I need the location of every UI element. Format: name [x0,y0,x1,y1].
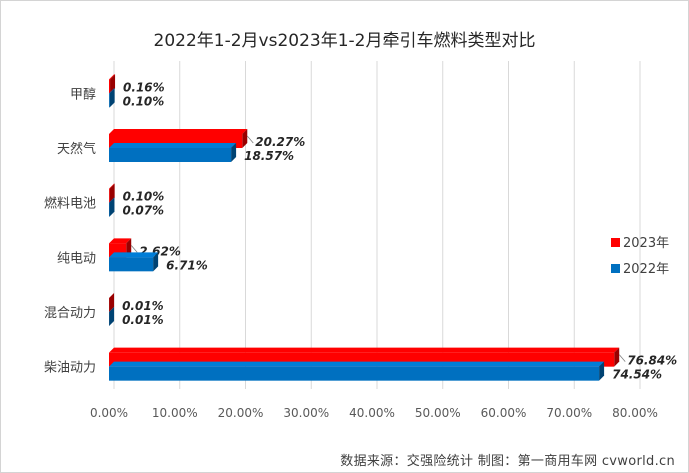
bar-side-face [109,183,115,203]
legend-label-2023: 2023年 [623,236,670,251]
bar [109,148,232,162]
data-label: 0.07% [122,204,164,218]
bar-side-face [599,361,605,381]
x-tick-label: 10.00% [152,406,198,420]
x-tick-label: 30.00% [283,406,329,420]
x-tick-label: 0.00% [90,406,128,420]
bar-side-face [109,88,115,108]
x-tick-label: 50.00% [415,406,461,420]
leader-line [130,245,138,253]
bar-side-face [109,307,115,326]
legend-item-2022: 2022年 [611,258,669,277]
category-label: 纯电动 [57,251,96,266]
legend-label-2022: 2022年 [623,262,670,277]
data-label: 20.27% [255,135,305,149]
legend-swatch-2022 [611,264,620,273]
bar-side-face [153,252,159,272]
x-tick-label: 60.00% [481,406,527,420]
bar-top-face [109,74,116,80]
category-label: 混合动力 [44,306,96,321]
category-label: 甲醇 [70,86,96,102]
bar [109,79,111,94]
bar-top-face [109,252,159,258]
bar [109,366,600,381]
category-label: 柴油动力 [44,361,96,376]
data-label: 74.54% [612,368,662,382]
leader-line [618,354,626,362]
x-tick-label: 20.00% [218,406,264,420]
data-label: 0.01% [122,299,164,313]
source-note: 数据来源：交强险统计 制图：第一商用车网 cvworld.cn [340,454,675,469]
bar-top-face [109,347,620,353]
legend-swatch-2023 [611,238,620,247]
data-label: 6.71% [166,258,208,272]
bar-top-face [109,143,237,148]
bar [109,257,154,272]
bar-top-face [109,197,115,203]
category-label: 天然气 [57,141,96,157]
bar-top-face [109,361,605,367]
data-label: 18.57% [244,149,294,163]
bar-side-face [614,347,620,367]
bar-top-face [109,183,115,189]
bar-top-face [109,238,132,244]
data-label: 0.01% [122,313,164,327]
bar [109,93,110,108]
legend-item-2023: 2023年 [611,232,669,251]
leader-line [246,135,254,144]
bar-top-face [109,293,115,298]
data-label: 0.10% [123,94,165,108]
x-tick-label: 80.00% [612,406,658,420]
bar-top-face [109,129,248,134]
category-label: 燃料电池 [44,196,96,212]
bar-side-face [109,197,115,217]
bar-top-face [109,88,115,94]
bar-side-face [242,129,248,148]
bar-top-face [109,307,115,312]
data-label: 76.84% [627,354,677,368]
data-label: 0.10% [123,190,165,204]
bar-side-face [231,143,237,162]
data-label: 0.16% [123,80,165,94]
bar-side-face [109,293,115,312]
x-tick-label: 40.00% [349,406,395,420]
x-tick-label: 70.00% [546,406,592,420]
chart-title: 2022年1-2月vs2023年1-2月牵引车燃料类型对比 [153,31,536,51]
bar [109,188,110,203]
